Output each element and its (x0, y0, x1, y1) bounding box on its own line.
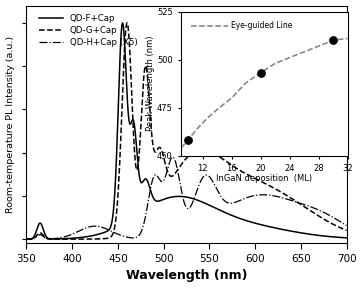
QD-H+Cap (X5) (24, 237, 29, 241)
QD-H+Cap (X5) (171, 155, 175, 159)
QD-F+Cap (345, 236, 349, 240)
QD-F+Cap (80, 236, 84, 239)
Text: Eye-guided Line: Eye-guided Line (231, 21, 292, 31)
QD-F+Cap (338, 236, 342, 239)
QD-F+Cap (24, 237, 29, 241)
Line: QD-G+Cap: QD-G+Cap (26, 23, 347, 239)
Legend: QD-F+Cap, QD-G+Cap, QD-H+Cap (X5): QD-F+Cap, QD-G+Cap, QD-H+Cap (X5) (37, 12, 139, 49)
QD-G+Cap (147, 101, 152, 104)
QD-G+Cap (125, 21, 129, 24)
Line: QD-H+Cap (X5): QD-H+Cap (X5) (26, 157, 347, 239)
QD-G+Cap (61, 237, 65, 241)
QD-H+Cap (X5) (80, 228, 84, 231)
QD-H+Cap (X5) (161, 180, 165, 183)
X-axis label: InGaN deposition  (ML): InGaN deposition (ML) (216, 174, 312, 183)
QD-F+Cap (61, 237, 65, 240)
QD-H+Cap (X5) (338, 220, 342, 223)
QD-G+Cap (80, 237, 84, 241)
QD-F+Cap (304, 232, 308, 235)
QD-G+Cap (53, 237, 58, 241)
QD-H+Cap (X5) (147, 194, 151, 198)
QD-F+Cap (161, 198, 165, 201)
Y-axis label: Room-temperature PL Intensity (a.u.): Room-temperature PL Intensity (a.u.) (5, 36, 14, 213)
Point (258, 71, 264, 75)
X-axis label: Wavelength (nm): Wavelength (nm) (126, 270, 247, 283)
QD-H+Cap (X5) (304, 203, 308, 207)
QD-H+Cap (X5) (61, 236, 65, 239)
QD-G+Cap (338, 226, 343, 230)
QD-F+Cap (121, 21, 125, 24)
Point (330, 38, 336, 43)
QD-G+Cap (345, 229, 349, 232)
QD-G+Cap (161, 154, 165, 157)
Point (185, 138, 191, 143)
QD-G+Cap (24, 237, 29, 241)
Line: QD-F+Cap: QD-F+Cap (26, 23, 347, 239)
Y-axis label: Peak Wavelength (nm): Peak Wavelength (nm) (146, 36, 155, 131)
QD-H+Cap (X5) (345, 224, 349, 227)
QD-G+Cap (304, 206, 308, 210)
QD-F+Cap (147, 184, 151, 188)
